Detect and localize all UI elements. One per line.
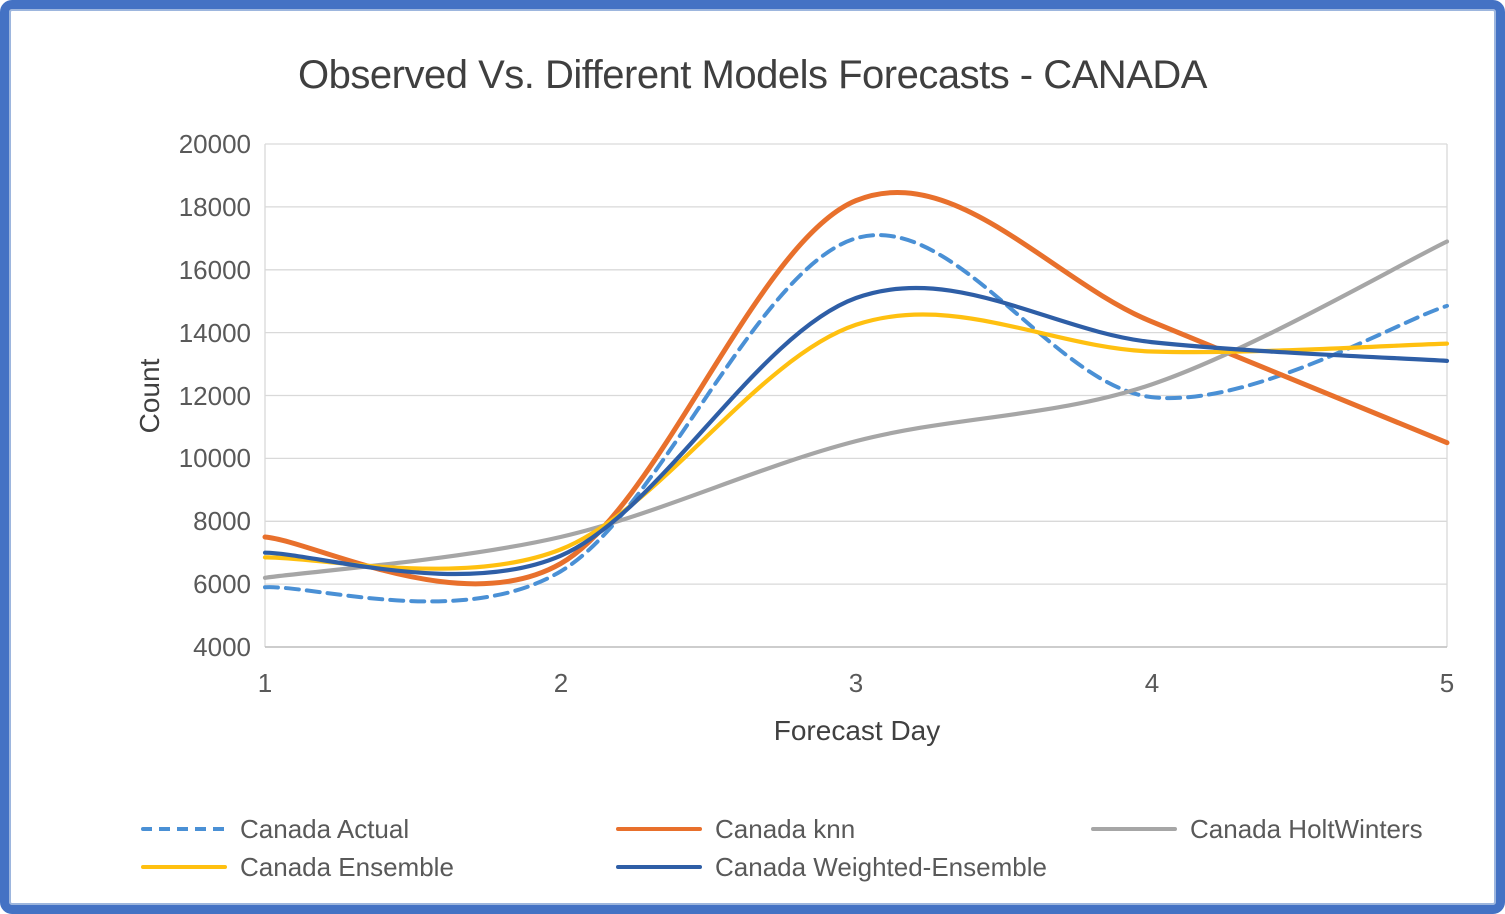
x-axis-title: Forecast Day xyxy=(773,715,941,746)
y-tick-20000: 20000 xyxy=(178,129,251,159)
y-tick-18000: 18000 xyxy=(178,192,251,222)
y-tick-10000: 10000 xyxy=(178,443,251,473)
series-line-canada-holtwinters xyxy=(262,239,1450,580)
y-tick-16000: 16000 xyxy=(178,255,251,285)
x-tick-2: 2 xyxy=(553,668,569,698)
y-tick-4000: 4000 xyxy=(193,632,251,662)
x-tick-3: 3 xyxy=(848,668,864,698)
y-tick-6000: 6000 xyxy=(193,569,251,599)
series-line-canada-knn xyxy=(262,190,1450,587)
chart-title: Observed Vs. Different Models Forecasts … xyxy=(298,53,1207,97)
y-tick-8000: 8000 xyxy=(193,506,251,536)
x-tick-5: 5 xyxy=(1439,668,1455,698)
series-line-canada-actual xyxy=(263,233,1449,604)
x-tick-4: 4 xyxy=(1144,668,1160,698)
plot-svg xyxy=(262,143,1450,648)
series-line-canada-weighted-ensemble xyxy=(262,285,1450,577)
x-tick-1: 1 xyxy=(257,668,273,698)
y-tick-14000: 14000 xyxy=(178,318,251,348)
y-tick-12000: 12000 xyxy=(178,381,251,411)
